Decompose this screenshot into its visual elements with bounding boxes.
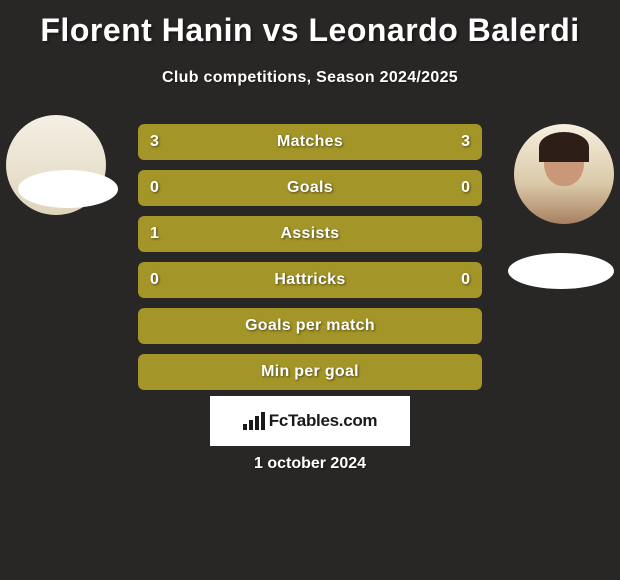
player-right-avatar	[514, 124, 614, 224]
stat-label: Hattricks	[274, 271, 345, 289]
stat-fill-right	[310, 170, 482, 206]
stat-row-hattricks: 0 Hattricks 0	[138, 262, 482, 298]
stat-value-right: 0	[461, 179, 470, 197]
date-text: 1 october 2024	[254, 455, 366, 473]
player-left-club-badge	[18, 170, 118, 208]
stats-container: 3 Matches 3 0 Goals 0 1 Assists 0 Hattri…	[138, 124, 482, 390]
stat-fill-left	[138, 170, 310, 206]
footer-brand-text: FcTables.com	[269, 411, 378, 431]
stat-value-right: 0	[461, 271, 470, 289]
stat-row-assists: 1 Assists	[138, 216, 482, 252]
stat-row-min-per-goal: Min per goal	[138, 354, 482, 390]
comparison-subtitle: Club competitions, Season 2024/2025	[0, 69, 620, 87]
stat-row-goals-per-match: Goals per match	[138, 308, 482, 344]
stat-value-left: 0	[150, 179, 159, 197]
stat-value-left: 1	[150, 225, 159, 243]
comparison-title: Florent Hanin vs Leonardo Balerdi	[0, 0, 620, 49]
stat-label: Min per goal	[261, 363, 359, 381]
player-right-club-badge	[508, 253, 614, 289]
stat-row-goals: 0 Goals 0	[138, 170, 482, 206]
stat-label: Goals	[287, 179, 333, 197]
stat-label: Matches	[277, 133, 343, 151]
bars-icon	[243, 412, 265, 430]
stat-value-left: 0	[150, 271, 159, 289]
stat-label: Goals per match	[245, 317, 375, 335]
stat-value-left: 3	[150, 133, 159, 151]
footer-brand-badge: FcTables.com	[210, 396, 410, 446]
stat-value-right: 3	[461, 133, 470, 151]
stat-row-matches: 3 Matches 3	[138, 124, 482, 160]
stat-label: Assists	[280, 225, 339, 243]
